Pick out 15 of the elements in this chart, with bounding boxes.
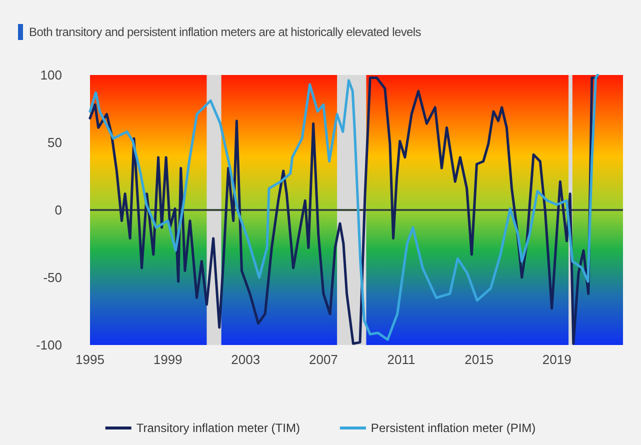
y-tick-label: -100 [36, 338, 62, 352]
legend-label: Transitory inflation meter (TIM) [136, 421, 300, 435]
y-tick-label: 50 [48, 135, 62, 150]
x-tick-label: 2019 [542, 352, 572, 367]
x-tick-label: 2007 [308, 352, 338, 367]
y-tick-label: 100 [40, 68, 62, 82]
chart-title: Both transitory and persistent inflation meters are at historically elevated levels [29, 25, 421, 39]
y-tick-label: 0 [54, 202, 62, 218]
legend-label: Persistent inflation meter (PIM) [370, 421, 536, 435]
x-tick-label: 2011 [387, 352, 416, 367]
x-tick-label: 1999 [153, 352, 182, 367]
x-tick-label: 2015 [464, 352, 494, 367]
x-tick-label: 2003 [231, 352, 260, 367]
y-tick-label: -50 [43, 270, 62, 285]
x-tick-label: 1995 [76, 352, 104, 367]
